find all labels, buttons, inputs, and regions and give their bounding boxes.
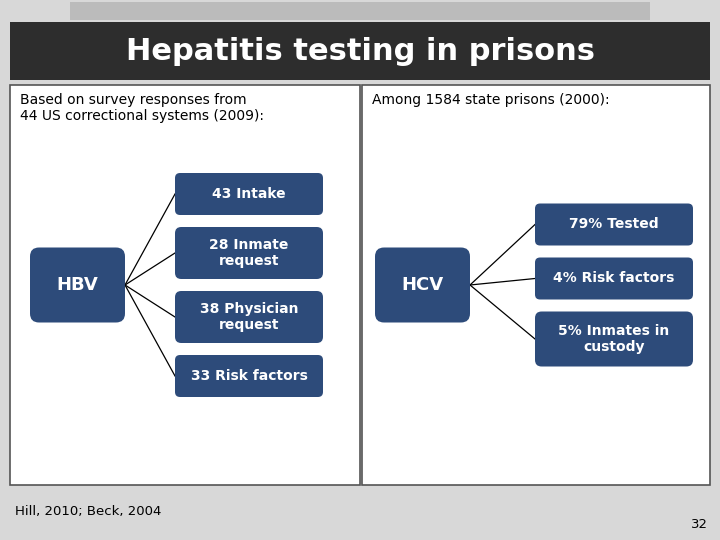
Text: 5% Inmates in
custody: 5% Inmates in custody (559, 324, 670, 354)
Text: 33 Risk factors: 33 Risk factors (191, 369, 307, 383)
FancyBboxPatch shape (375, 247, 470, 322)
FancyBboxPatch shape (535, 204, 693, 246)
Text: 4% Risk factors: 4% Risk factors (553, 272, 675, 286)
Text: 79% Tested: 79% Tested (570, 218, 659, 232)
Text: 28 Inmate
request: 28 Inmate request (210, 238, 289, 268)
FancyBboxPatch shape (175, 291, 323, 343)
FancyBboxPatch shape (70, 2, 650, 20)
FancyBboxPatch shape (10, 22, 710, 80)
FancyBboxPatch shape (175, 355, 323, 397)
Text: Based on survey responses from
44 US correctional systems (2009):: Based on survey responses from 44 US cor… (20, 93, 264, 123)
FancyBboxPatch shape (10, 85, 360, 485)
Text: Hepatitis testing in prisons: Hepatitis testing in prisons (125, 37, 595, 65)
FancyBboxPatch shape (30, 247, 125, 322)
Text: HCV: HCV (402, 276, 444, 294)
FancyBboxPatch shape (362, 85, 710, 485)
FancyBboxPatch shape (175, 227, 323, 279)
FancyBboxPatch shape (535, 258, 693, 300)
Text: Among 1584 state prisons (2000):: Among 1584 state prisons (2000): (372, 93, 610, 107)
Text: 38 Physician
request: 38 Physician request (199, 302, 298, 332)
Text: 32: 32 (691, 518, 708, 531)
FancyBboxPatch shape (175, 173, 323, 215)
FancyBboxPatch shape (535, 312, 693, 367)
Text: 43 Intake: 43 Intake (212, 187, 286, 201)
Text: HBV: HBV (57, 276, 99, 294)
Text: Hill, 2010; Beck, 2004: Hill, 2010; Beck, 2004 (15, 505, 161, 518)
